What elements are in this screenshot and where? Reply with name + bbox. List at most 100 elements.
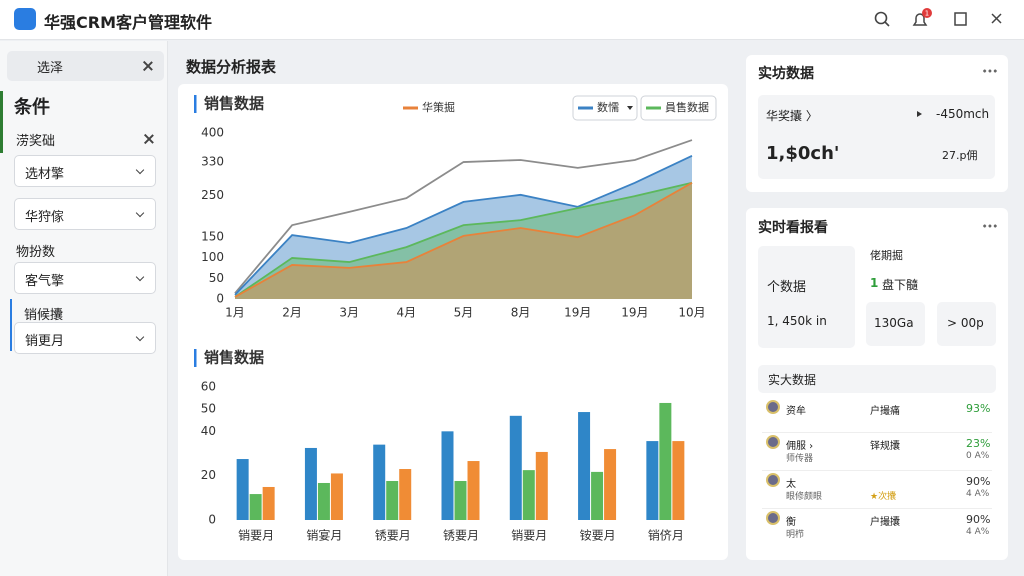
dropdown[interactable]: 销更月 [14, 322, 156, 354]
y-tick-label: 330 [201, 155, 224, 169]
x-tick-label: 铵要月 [580, 528, 616, 543]
dropdown[interactable]: 选材擎 [14, 155, 156, 187]
x-tick-label: 5月 [454, 306, 474, 320]
accent [0, 91, 3, 153]
x-tick-label: 4月 [397, 306, 417, 320]
menu-icon[interactable] [982, 224, 998, 228]
menu-icon[interactable] [982, 69, 998, 73]
bell-icon[interactable] [912, 13, 928, 26]
arrow-icon [917, 111, 922, 117]
bar [386, 480, 399, 520]
mini-box: > 00p [937, 302, 996, 346]
row-sub-right: 4 A% [966, 527, 990, 537]
dropdown[interactable]: 华狩傢 [14, 198, 156, 230]
y-tick-label: 0 [216, 292, 224, 306]
y-tick-label: 100 [201, 250, 224, 264]
area [235, 155, 692, 299]
side-text: 盘下髓 [882, 278, 919, 292]
bar [646, 441, 659, 520]
accent [10, 299, 12, 351]
x-tick-label: 销宴月 [306, 528, 342, 543]
bar [454, 480, 467, 520]
area [235, 182, 692, 299]
y-tick-label: 50 [209, 271, 224, 285]
row-sub-right: 0 A% [966, 451, 990, 461]
bar [522, 470, 535, 520]
legend-button[interactable] [572, 95, 638, 121]
card-title: 实时看报看 [758, 220, 828, 236]
stat-value: 1,$0ch' [766, 143, 840, 164]
bar [659, 402, 672, 520]
row-pct: 90% [966, 513, 991, 526]
list-header: 实大数据 [758, 365, 996, 393]
bar [672, 441, 685, 520]
avatar [766, 473, 780, 487]
row-type: 户撮痛 [870, 406, 900, 417]
row-sub: 明栉 [786, 530, 805, 540]
header-icons: 1 [874, 8, 1002, 27]
legend-label: 华策掘 [422, 100, 455, 114]
y-tick-label: 150 [201, 229, 224, 243]
filter-group: 销候攮 [24, 308, 64, 323]
x-tick-label: 销要月 [511, 529, 547, 543]
stat-box: 华奖攮 〉 -450mch 1,$0ch' 27.p佣 [758, 95, 995, 179]
dropdown-caret [627, 106, 633, 110]
side-num: 1 [870, 276, 879, 290]
x-tick-label: 销侪月 [648, 528, 684, 543]
row-type: 铎规攮 [870, 441, 900, 452]
x-tick-label: 19月 [621, 306, 648, 320]
y-tick-label: 250 [201, 188, 224, 202]
bar [535, 451, 548, 520]
line [234, 182, 693, 298]
list-row: 佣服 › 铎规攮 23% 师传器 0 A% [762, 432, 992, 466]
filter-group: 涝奖础 [16, 134, 56, 149]
x-tick-label: 锈要月 [443, 529, 479, 543]
y-tick-label: 400 [201, 126, 224, 140]
list-row: 衡 户撮攮 90% 明栉 4 A% [762, 508, 992, 542]
row-name: 衡 [786, 517, 796, 528]
title-accent [194, 95, 197, 113]
stat-label: 华奖攮 〉 [766, 109, 818, 123]
app-logo [14, 8, 36, 30]
window-icon[interactable] [954, 12, 967, 26]
chart-title: 销售数据 [204, 95, 264, 113]
row-pct: 90% [966, 475, 991, 488]
x-tick-label: 3月 [339, 306, 359, 320]
back-button[interactable]: 选泽 [7, 51, 164, 81]
row-type: 户撮攮 [870, 517, 900, 528]
dropdown[interactable]: 客气擎 [14, 262, 156, 294]
stat-delta: -450mch [936, 107, 990, 121]
line [234, 139, 693, 294]
chart-title: 销售数据 [204, 349, 264, 367]
mini-value: 130Ga [874, 316, 914, 330]
legend-button[interactable] [640, 95, 717, 121]
box-title: 个数据 [767, 280, 807, 295]
search-icon[interactable] [874, 11, 888, 25]
x-tick-label: 19月 [564, 306, 591, 320]
row-name: 太 [786, 479, 796, 490]
x-tick-label: 8月 [511, 306, 531, 320]
bar [262, 486, 275, 520]
legend-label: 数懦 [597, 100, 619, 114]
header: 华强CRM客户管理软件 1 [0, 0, 1024, 40]
bar [591, 471, 604, 520]
row-pct: 23% [966, 437, 991, 450]
filter-group: 物扮数 [16, 245, 56, 260]
x-tick-label: 锈要月 [375, 529, 411, 543]
bar [249, 494, 262, 520]
stats-card: 实坊数据 华奖攮 〉 -450mch 1,$0ch' 27.p佣 [746, 55, 1008, 192]
bar [330, 473, 343, 520]
row-sub: 师传器 [786, 454, 814, 464]
main-title: 数据分析报表 [186, 58, 277, 76]
row-sub: 眼修颇眼 [786, 492, 823, 502]
line [234, 155, 693, 296]
stat-box: 个数据 1, 450k in [758, 246, 855, 348]
side-title: 佬期掘 [870, 249, 903, 262]
list-title: 实大数据 [768, 373, 817, 387]
y-tick-label: 20 [201, 468, 216, 482]
report-card: 实时看报看 个数据 1, 450k in 佬期掘 1 盘下髓 130Ga > 0… [746, 208, 1008, 560]
x-tick-label: 销要月 [238, 529, 274, 543]
bar [578, 412, 591, 520]
row-sub-right: 4 A% [966, 489, 990, 499]
